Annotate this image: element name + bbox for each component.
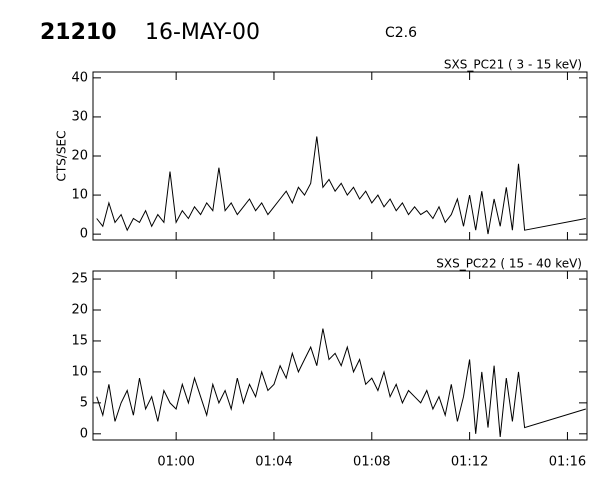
y-tick-label: 0 [80,426,88,441]
flare-class: C2.6 [385,25,417,41]
x-tick-label: 01:16 [549,455,586,470]
y-tick-label: 20 [71,149,88,164]
y-axis-label: CTS/SEC [55,131,69,182]
y-tick-label: 25 [71,272,88,287]
x-tick-label: 01:00 [157,455,194,470]
panel-title: SXS_PC21 ( 3 - 15 keV) [444,58,582,72]
y-tick-label: 0 [80,227,88,242]
y-tick-label: 30 [71,109,88,124]
date: 16-MAY-00 [145,20,260,45]
x-tick-label: 01:08 [353,455,390,470]
x-tick-label: 01:04 [255,455,292,470]
y-tick-label: 15 [71,333,88,348]
y-tick-label: 20 [71,303,88,318]
y-tick-label: 10 [71,364,88,379]
y-tick-label: 5 [80,395,88,410]
plot-frame [92,71,588,241]
event-id: 21210 [40,20,117,45]
x-tick-label: 01:12 [451,455,488,470]
y-tick-label: 40 [71,70,88,85]
data-line [96,328,586,437]
data-line [96,136,586,235]
panel-title: SXS_PC22 ( 15 - 40 keV) [436,257,582,271]
plot-frame [92,270,588,441]
y-tick-label: 10 [71,188,88,203]
